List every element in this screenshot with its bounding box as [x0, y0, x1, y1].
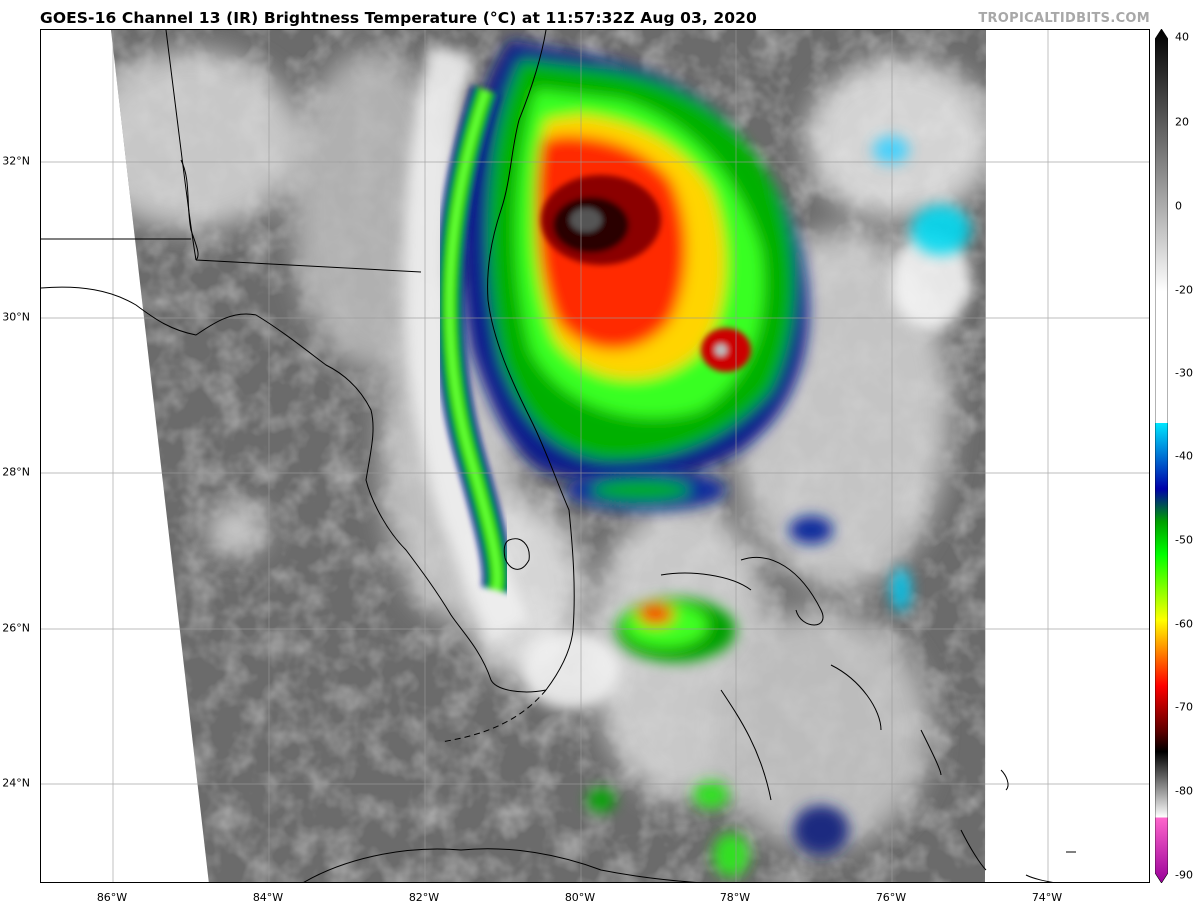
lat-label-24n: 24°N	[2, 776, 30, 790]
colorbar-label-minus90: -90	[1175, 868, 1193, 882]
colorbar-label-minus50: -50	[1175, 533, 1193, 547]
map-gridlines	[41, 30, 1149, 882]
colorbar-label-minus70: -70	[1175, 700, 1193, 714]
lon-label-78w: 78°W	[719, 891, 751, 904]
colorbar-label-minus60: -60	[1175, 617, 1193, 631]
lon-label-76w: 76°W	[875, 891, 907, 904]
lat-label-32n: 32°N	[2, 154, 30, 168]
colorbar-label-minus20: -20	[1175, 283, 1193, 297]
colorbar-label-minus30: -30	[1175, 366, 1193, 380]
lat-label-30n: 30°N	[2, 310, 30, 324]
coastlines	[41, 30, 1076, 882]
colorbar-label-minus40: -40	[1175, 449, 1193, 463]
credit-watermark: TROPICALTIDBITS.COM	[978, 11, 1150, 26]
satellite-imagery	[41, 30, 1149, 882]
lon-label-84w: 84°W	[252, 891, 284, 904]
lat-label-28n: 28°N	[2, 465, 30, 479]
colorbar-label-minus80: -80	[1175, 784, 1193, 798]
colorbar	[1155, 29, 1168, 883]
colorbar-label-0: 0	[1175, 199, 1182, 213]
lon-label-74w: 74°W	[1031, 891, 1063, 904]
lat-label-26n: 26°N	[2, 621, 30, 635]
map-title: GOES-16 Channel 13 (IR) Brightness Tempe…	[40, 9, 757, 27]
colorbar-label-40: 40	[1175, 30, 1189, 44]
satellite-map	[40, 29, 1150, 883]
colorbar-label-20: 20	[1175, 115, 1189, 129]
lon-label-86w: 86°W	[96, 891, 128, 904]
lon-label-80w: 80°W	[564, 891, 596, 904]
lon-label-82w: 82°W	[408, 891, 440, 904]
